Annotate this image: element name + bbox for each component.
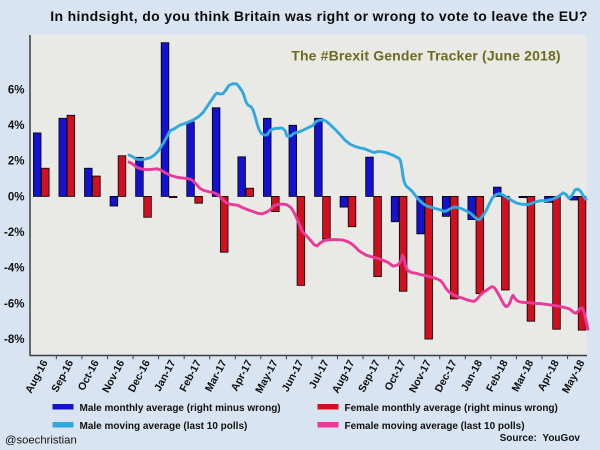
svg-text:Female moving average (last 10: Female moving average (last 10 polls): [345, 421, 525, 432]
svg-text:-8%: -8%: [4, 334, 24, 346]
svg-text:2%: 2%: [8, 156, 25, 168]
svg-text:@soechristian: @soechristian: [5, 435, 77, 447]
svg-text:Male monthly average (right mi: Male monthly average (right minus wrong): [80, 403, 281, 414]
svg-text:Female monthly average (right: Female monthly average (right minus wron…: [345, 403, 558, 414]
svg-text:0%: 0%: [8, 191, 25, 203]
svg-text:-2%: -2%: [4, 227, 24, 239]
svg-text:6%: 6%: [8, 84, 25, 96]
svg-text:The #Brexit Gender Tracker (Ju: The #Brexit Gender Tracker (June 2018): [291, 48, 561, 64]
svg-text:-6%: -6%: [4, 298, 24, 310]
svg-text:In hindsight, do you think Bri: In hindsight, do you think Britain was r…: [50, 8, 588, 24]
svg-text:Male moving average (last 10 p: Male moving average (last 10 polls): [80, 421, 248, 432]
svg-text:Source: YouGov: Source: YouGov: [500, 433, 581, 444]
svg-text:-4%: -4%: [4, 263, 24, 275]
svg-text:4%: 4%: [8, 120, 25, 132]
